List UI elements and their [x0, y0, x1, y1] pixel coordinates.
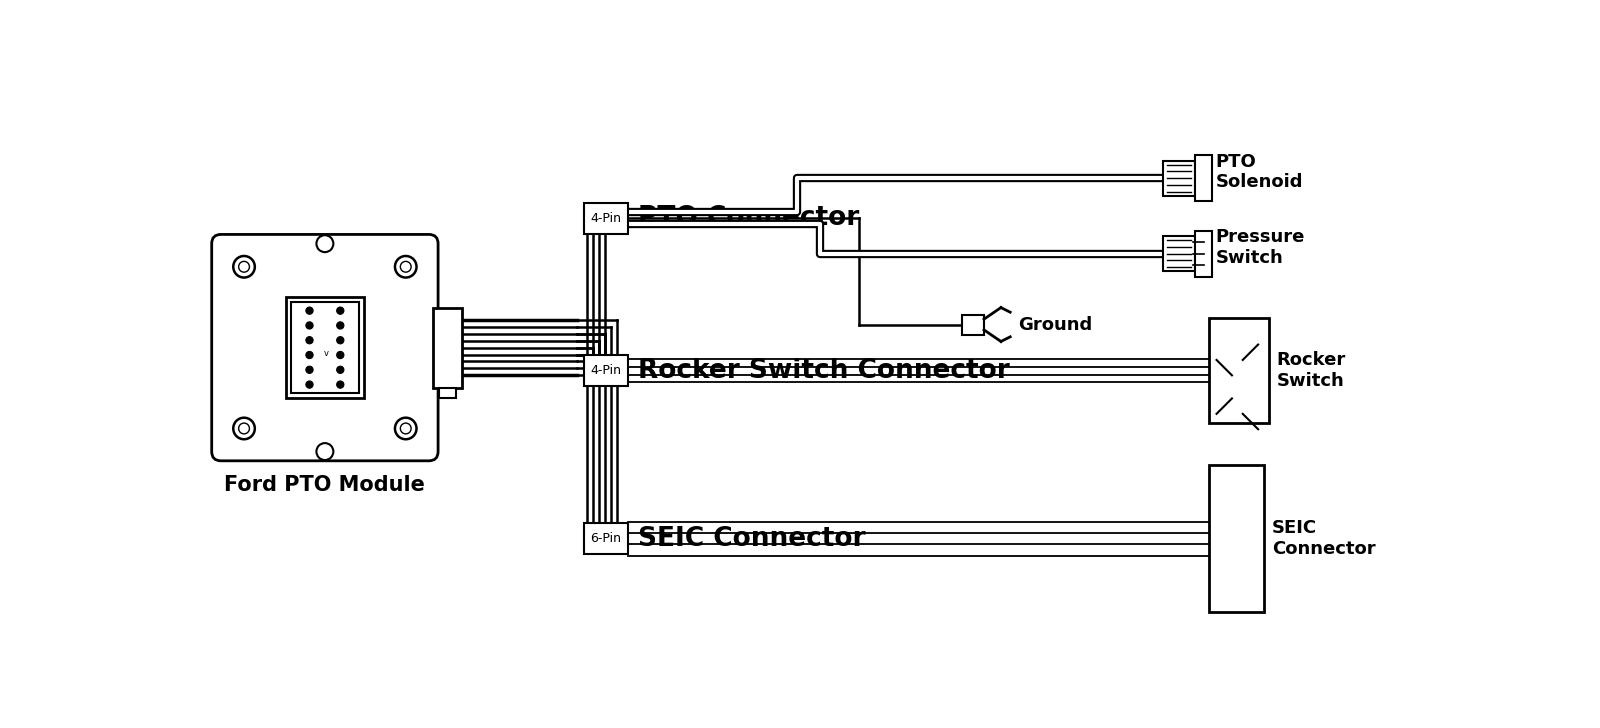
Text: SEIC
Connector: SEIC Connector: [1272, 519, 1376, 558]
Bar: [584, 203, 629, 234]
Text: Ford PTO Module: Ford PTO Module: [224, 475, 426, 494]
Text: PTO Connector: PTO Connector: [637, 205, 859, 232]
Circle shape: [317, 443, 333, 460]
Circle shape: [306, 336, 314, 344]
Circle shape: [400, 423, 411, 434]
Bar: [963, 314, 984, 335]
Circle shape: [336, 366, 344, 373]
Text: 4-Pin: 4-Pin: [590, 212, 621, 225]
Text: Rocker Switch Connector: Rocker Switch Connector: [637, 357, 1010, 384]
FancyBboxPatch shape: [211, 234, 438, 461]
Circle shape: [234, 418, 254, 439]
Text: v: v: [323, 349, 330, 358]
Bar: [438, 388, 456, 397]
Bar: [1163, 161, 1195, 196]
Circle shape: [336, 307, 344, 314]
Circle shape: [234, 256, 254, 277]
Bar: [1195, 155, 1211, 202]
Circle shape: [395, 418, 416, 439]
Circle shape: [306, 352, 314, 359]
Circle shape: [336, 336, 344, 344]
Text: SEIC Connector: SEIC Connector: [637, 526, 866, 552]
Bar: [584, 355, 629, 386]
Circle shape: [336, 322, 344, 329]
Circle shape: [317, 235, 333, 252]
Text: PTO
Solenoid: PTO Solenoid: [1216, 153, 1304, 191]
Bar: [1210, 465, 1264, 612]
Bar: [1163, 237, 1195, 271]
Bar: [584, 523, 629, 554]
Circle shape: [336, 352, 344, 359]
Circle shape: [306, 307, 314, 314]
Circle shape: [306, 381, 314, 388]
Circle shape: [306, 366, 314, 373]
Bar: [1210, 318, 1269, 423]
Text: 6-Pin: 6-Pin: [590, 532, 621, 545]
Text: Pressure
Switch: Pressure Switch: [1216, 228, 1306, 267]
Circle shape: [238, 423, 250, 434]
Bar: [1195, 231, 1211, 277]
Circle shape: [395, 256, 416, 277]
Text: 4-Pin: 4-Pin: [590, 364, 621, 377]
Circle shape: [400, 261, 411, 272]
Circle shape: [306, 322, 314, 329]
Circle shape: [238, 261, 250, 272]
Bar: [286, 297, 365, 398]
Text: Ground: Ground: [1018, 315, 1093, 333]
Circle shape: [336, 381, 344, 388]
Bar: [432, 308, 462, 388]
Bar: [291, 302, 358, 393]
Text: Rocker
Switch: Rocker Switch: [1277, 352, 1346, 390]
